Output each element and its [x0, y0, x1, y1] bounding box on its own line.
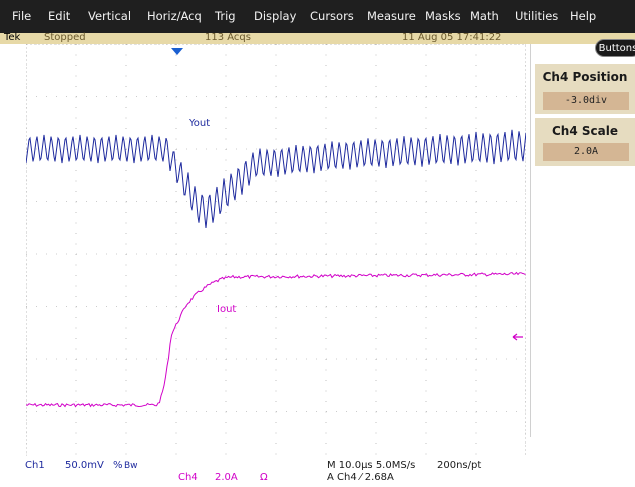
- ch1-scale-readout[interactable]: 50.0mV: [65, 460, 104, 471]
- brand-label: Tek: [4, 32, 21, 43]
- menu-bar: File Edit Vertical Horiz/Acq Trig Displa…: [0, 0, 635, 33]
- trigger-readout[interactable]: A Ch4 ⁄ 2.68A: [327, 472, 394, 483]
- acquisition-state: Stopped: [44, 32, 86, 43]
- menu-vertical[interactable]: Vertical: [88, 9, 132, 23]
- ch4-scale-value[interactable]: 2.0A: [543, 143, 629, 161]
- ch4-position-title: Ch4 Position: [542, 70, 628, 84]
- timebase-readout[interactable]: M 10.0µs 5.0MS/s: [327, 460, 416, 471]
- iout-label: Iout: [217, 304, 236, 315]
- trigger-position-marker[interactable]: [171, 48, 183, 55]
- menu-trig[interactable]: Trig: [215, 9, 236, 23]
- readout-bar: Ch1 50.0mV % Bw Ch4 2.0A Ω M 10.0µs 5.0M…: [0, 456, 635, 487]
- ch4-readout-label[interactable]: Ch4: [178, 472, 198, 483]
- menu-masks[interactable]: Masks: [425, 9, 461, 23]
- acquisition-count: 113 Acqs: [205, 32, 251, 43]
- menu-horiz-acq[interactable]: Horiz/Acq: [147, 9, 202, 23]
- resolution-readout: 200ns/pt: [437, 460, 482, 471]
- yout-label: Yout: [188, 118, 210, 129]
- ch4-scale-readout[interactable]: 2.0A: [215, 472, 238, 483]
- graticule-grid: [26, 44, 526, 464]
- ch4-termination-icon: Ω: [260, 472, 268, 483]
- date-time: 11 Aug 05 17:41:22: [402, 32, 502, 43]
- ch1-coupling-icon: %: [113, 460, 123, 471]
- menu-measure[interactable]: Measure: [367, 9, 416, 23]
- status-bar: Tek Stopped 113 Acqs 11 Aug 05 17:41:22: [0, 32, 635, 44]
- menu-utilities[interactable]: Utilities: [515, 9, 559, 23]
- menu-file[interactable]: File: [12, 9, 32, 23]
- ch4-scale-title: Ch4 Scale: [552, 124, 618, 138]
- ch1-bandwidth-indicator: Bw: [124, 461, 138, 471]
- trigger-level-arrow-icon[interactable]: [512, 333, 523, 341]
- ch1-waveform: [26, 129, 526, 229]
- menu-edit[interactable]: Edit: [48, 9, 71, 23]
- ch4-waveform: [26, 271, 526, 408]
- ch1-readout-label[interactable]: Ch1: [25, 460, 45, 471]
- menu-cursors[interactable]: Cursors: [310, 9, 354, 23]
- ch4-position-control[interactable]: Ch4 Position -3.0div: [535, 64, 635, 114]
- ch4-position-value[interactable]: -3.0div: [543, 92, 629, 110]
- menu-help[interactable]: Help: [570, 9, 597, 23]
- grid-border: [26, 44, 526, 464]
- waveform-display[interactable]: Yout Iout 1 4: [26, 44, 526, 464]
- ch4-scale-control[interactable]: Ch4 Scale 2.0A: [535, 118, 635, 166]
- menu-math[interactable]: Math: [470, 9, 499, 23]
- buttons-toggle-button[interactable]: Buttons: [595, 39, 635, 57]
- menu-display[interactable]: Display: [254, 9, 297, 23]
